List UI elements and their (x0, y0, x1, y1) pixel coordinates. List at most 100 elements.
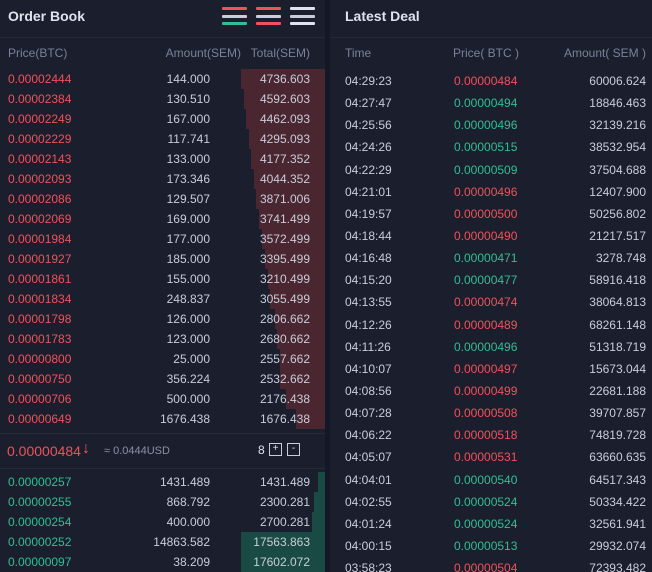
deal-time: 04:27:47 (345, 96, 392, 111)
deal-row[interactable]: 04:05:07 0.00000531 63660.635 (330, 447, 652, 469)
deal-amount: 74819.728 (589, 428, 646, 443)
ask-depth-bar (267, 269, 325, 289)
deal-row[interactable]: 03:58:23 0.00000504 72393.482 (330, 558, 652, 572)
ask-row[interactable]: 0.00000750 356.224 2532.662 (0, 369, 325, 389)
last-price-bar: 0.00000484 ↓ ≈ 0.0444USD 8 + - (0, 433, 325, 469)
ask-amount: 185.000 (166, 252, 210, 266)
ask-depth-bar (264, 249, 325, 269)
bid-total: 17602.072 (253, 555, 310, 569)
deal-row[interactable]: 04:19:57 0.00000500 50256.802 (330, 204, 652, 226)
ask-row[interactable]: 0.00002229 117.741 4295.093 (0, 129, 325, 149)
ask-total: 3871.006 (259, 192, 310, 206)
ask-row[interactable]: 0.00000706 500.000 2176.438 (0, 389, 325, 409)
deal-amount-column-header: Amount( SEM ) (563, 46, 646, 60)
ask-depth-bar (275, 309, 325, 329)
deal-row[interactable]: 04:08:56 0.00000499 22681.188 (330, 381, 652, 403)
deal-time: 04:06:22 (345, 428, 392, 443)
ask-row[interactable]: 0.00002384 130.510 4592.603 (0, 89, 325, 109)
ask-depth-bar (256, 189, 325, 209)
bid-price: 0.00000257 (8, 475, 72, 489)
ask-row[interactable]: 0.00002249 167.000 4462.093 (0, 109, 325, 129)
both-view-icon[interactable] (222, 6, 247, 26)
deal-row[interactable]: 04:02:55 0.00000524 50334.422 (330, 492, 652, 514)
deal-row[interactable]: 04:21:01 0.00000496 12407.900 (330, 182, 652, 204)
order-book-panel: Order Book Price(BTC) Amount(SEM) Total(… (0, 0, 325, 572)
deal-price: 0.00000497 (454, 361, 518, 376)
bid-row[interactable]: 0.00000252 14863.582 17563.863 (0, 532, 325, 552)
deal-amount: 60006.624 (589, 74, 646, 88)
bid-row[interactable]: 0.00000097 38.209 17602.072 (0, 552, 325, 572)
bid-row[interactable]: 0.00000254 400.000 2700.281 (0, 512, 325, 532)
deal-row[interactable]: 04:24:26 0.00000515 38532.954 (330, 137, 652, 159)
precision-increase-button[interactable]: + (269, 443, 282, 456)
ask-row[interactable]: 0.00001984 177.000 3572.499 (0, 229, 325, 249)
ask-row[interactable]: 0.00002086 129.507 3871.006 (0, 189, 325, 209)
order-book-header: Order Book (0, 0, 325, 38)
latest-deal-column-headers: Time Price( BTC ) Amount( SEM ) (330, 38, 652, 69)
ask-total: 4177.352 (259, 152, 310, 166)
deal-row[interactable]: 04:06:22 0.00000518 74819.728 (330, 425, 652, 447)
ask-row[interactable]: 0.00001861 155.000 3210.499 (0, 269, 325, 289)
ask-depth-bar (286, 389, 325, 409)
latest-deal-panel: Latest Deal Time Price( BTC ) Amount( SE… (330, 0, 652, 572)
ask-total: 4044.352 (259, 172, 310, 186)
precision-decrease-button[interactable]: - (287, 443, 300, 456)
deal-row[interactable]: 04:12:26 0.00000489 68261.148 (330, 315, 652, 337)
ask-total: 2532.662 (259, 372, 310, 386)
deal-row[interactable]: 04:01:24 0.00000524 32561.941 (330, 514, 652, 536)
ask-row[interactable]: 0.00002444 144.000 4736.603 (0, 69, 325, 89)
deal-row[interactable]: 04:27:47 0.00000494 18846.463 (330, 93, 652, 115)
deal-row[interactable]: 04:10:07 0.00000497 15673.044 (330, 359, 652, 381)
deal-row[interactable]: 04:22:29 0.00000509 37504.688 (330, 160, 652, 182)
deal-row[interactable]: 04:16:48 0.00000471 3278.748 (330, 248, 652, 270)
deal-time: 04:10:07 (345, 361, 392, 376)
deal-row[interactable]: 04:07:28 0.00000508 39707.857 (330, 403, 652, 425)
deal-time: 04:24:26 (345, 140, 392, 155)
bid-price: 0.00000255 (8, 495, 72, 509)
deal-row[interactable]: 04:25:56 0.00000496 32139.216 (330, 115, 652, 137)
ask-price: 0.00001783 (8, 332, 72, 346)
deal-time: 04:02:55 (345, 494, 392, 509)
ask-depth-bar (295, 409, 325, 429)
order-book-column-headers: Price(BTC) Amount(SEM) Total(SEM) (0, 38, 325, 69)
deal-row[interactable]: 04:04:01 0.00000540 64517.343 (330, 470, 652, 492)
ask-amount: 129.507 (166, 192, 210, 206)
deal-time: 04:19:57 (345, 206, 392, 221)
ask-row[interactable]: 0.00002069 169.000 3741.499 (0, 209, 325, 229)
ask-price: 0.00002249 (8, 112, 72, 126)
ask-row[interactable]: 0.00000649 1676.438 1676.438 (0, 409, 325, 429)
ask-row[interactable]: 0.00002093 173.346 4044.352 (0, 169, 325, 189)
deal-row[interactable]: 04:29:23 0.00000484 60006.624 (330, 71, 652, 93)
ask-row[interactable]: 0.00001834 248.837 3055.499 (0, 289, 325, 309)
ask-total: 4295.093 (259, 132, 310, 146)
deal-row[interactable]: 04:11:26 0.00000496 51318.719 (330, 337, 652, 359)
ask-price: 0.00002444 (8, 72, 72, 86)
ask-row[interactable]: 0.00001783 123.000 2680.662 (0, 329, 325, 349)
ask-total: 3741.499 (259, 212, 310, 226)
ask-row[interactable]: 0.00000800 25.000 2557.662 (0, 349, 325, 369)
ask-depth-bar (243, 89, 325, 109)
ask-total: 3572.499 (259, 232, 310, 246)
deal-price: 0.00000504 (454, 561, 518, 572)
deal-time: 04:13:55 (345, 295, 392, 310)
price-column-header: Price(BTC) (8, 46, 68, 60)
ask-price: 0.00002229 (8, 132, 72, 146)
ask-row[interactable]: 0.00001927 185.000 3395.499 (0, 249, 325, 269)
deal-amount: 15673.044 (589, 361, 646, 376)
deal-amount: 58916.418 (589, 273, 646, 288)
deal-row[interactable]: 04:13:55 0.00000474 38064.813 (330, 292, 652, 314)
ask-row[interactable]: 0.00002143 133.000 4177.352 (0, 149, 325, 169)
ask-row[interactable]: 0.00001798 126.000 2806.662 (0, 309, 325, 329)
latest-deal-header: Latest Deal (330, 0, 652, 38)
deal-row[interactable]: 04:00:15 0.00000513 29932.074 (330, 536, 652, 558)
buy-view-icon[interactable] (290, 6, 315, 26)
deal-row[interactable]: 04:15:20 0.00000477 58916.418 (330, 270, 652, 292)
bid-total: 2300.281 (259, 495, 310, 509)
bid-total: 17563.863 (253, 535, 310, 549)
bid-row[interactable]: 0.00000255 868.792 2300.281 (0, 492, 325, 512)
deal-price: 0.00000531 (454, 450, 518, 465)
bid-row[interactable]: 0.00000257 1431.489 1431.489 (0, 472, 325, 492)
deal-row[interactable]: 04:18:44 0.00000490 21217.517 (330, 226, 652, 248)
total-column-header: Total(SEM) (250, 46, 310, 60)
sell-view-icon[interactable] (256, 6, 281, 26)
